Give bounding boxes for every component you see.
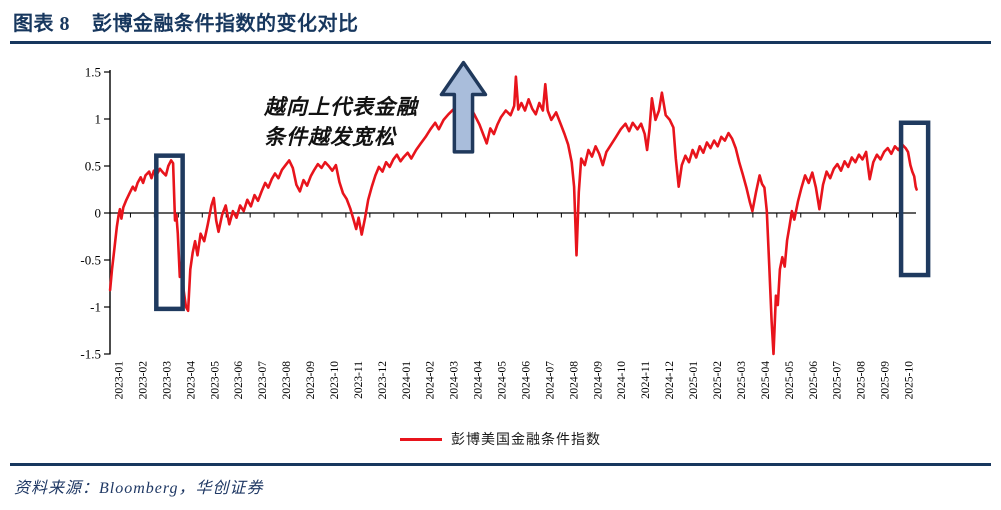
x-axis-label: 2023-11 xyxy=(353,361,365,399)
x-axis-label: 2024-11 xyxy=(640,361,652,399)
title-divider xyxy=(10,41,991,44)
x-axis-label: 2025-05 xyxy=(784,361,796,400)
highlight-box xyxy=(898,120,931,278)
fci-index-line xyxy=(108,75,918,356)
footer-divider xyxy=(10,463,991,466)
figure-title-text: 彭博金融条件指数的变化对比 xyxy=(92,13,359,35)
x-axis-label: 2024-08 xyxy=(568,361,580,400)
y-axis-label: -1.5 xyxy=(80,347,101,362)
x-axis-label: 2023-03 xyxy=(161,361,173,400)
x-axis-label: 2025-09 xyxy=(880,361,892,400)
up-arrow xyxy=(439,60,488,154)
y-axis-label: 1 xyxy=(95,112,102,127)
legend-label: 彭博美国金融条件指数 xyxy=(451,433,601,448)
x-axis-label: 2025-02 xyxy=(712,361,724,400)
x-axis-label: 2024-02 xyxy=(425,361,437,400)
y-axis-label: 0 xyxy=(95,206,102,221)
x-axis-label: 2024-05 xyxy=(497,361,509,400)
x-axis-label: 2023-05 xyxy=(209,361,221,400)
x-axis-label: 2023-10 xyxy=(329,361,341,400)
figure-title: 图表 8 彭博金融条件指数的变化对比 xyxy=(13,7,359,36)
x-axis-label: 2024-03 xyxy=(449,361,461,400)
x-axis-label: 2025-08 xyxy=(856,361,868,400)
highlight-box xyxy=(154,153,185,312)
chart-legend: 彭博美国金融条件指数 xyxy=(0,429,1001,449)
x-axis-label: 2025-06 xyxy=(808,361,820,400)
x-axis-label: 2025-07 xyxy=(832,361,844,400)
x-axis-label: 2024-06 xyxy=(520,361,532,400)
x-axis-label: 2023-08 xyxy=(281,361,293,400)
chart-annotation: 越向上代表金融 条件越发宽松 xyxy=(264,92,418,152)
x-axis-label: 2023-06 xyxy=(233,361,245,400)
y-axis-label: -0.5 xyxy=(80,253,101,268)
x-axis-label: 2023-01 xyxy=(114,361,126,400)
x-axis-label: 2023-07 xyxy=(257,361,269,400)
x-axis-label: 2024-09 xyxy=(592,361,604,400)
legend-line-swatch xyxy=(400,437,442,441)
figure-number: 图表 8 xyxy=(13,13,70,35)
x-axis-label: 2023-02 xyxy=(137,361,149,400)
x-axis-label: 2024-12 xyxy=(664,361,676,400)
x-axis-label: 2023-12 xyxy=(377,361,389,400)
x-axis-label: 2023-04 xyxy=(185,361,197,400)
y-axis-label: 0.5 xyxy=(85,159,101,174)
y-axis-label: 1.5 xyxy=(85,65,101,80)
x-axis-label: 2023-09 xyxy=(305,361,317,400)
source-note: 资料来源：Bloomberg，华创证券 xyxy=(14,480,264,497)
x-axis-label: 2024-01 xyxy=(401,361,413,400)
x-axis-label: 2024-10 xyxy=(616,361,628,400)
x-axis-label: 2024-04 xyxy=(473,361,485,400)
y-axis-label: -1 xyxy=(90,300,101,315)
x-axis-label: 2025-04 xyxy=(760,361,772,400)
annotation-line-2: 条件越发宽松 xyxy=(264,125,396,149)
annotation-line-1: 越向上代表金融 xyxy=(264,95,418,119)
x-axis-label: 2025-03 xyxy=(736,361,748,400)
x-axis-label: 2025-10 xyxy=(904,361,916,400)
x-axis-label: 2025-01 xyxy=(688,361,700,400)
x-axis-label: 2024-07 xyxy=(544,361,556,400)
